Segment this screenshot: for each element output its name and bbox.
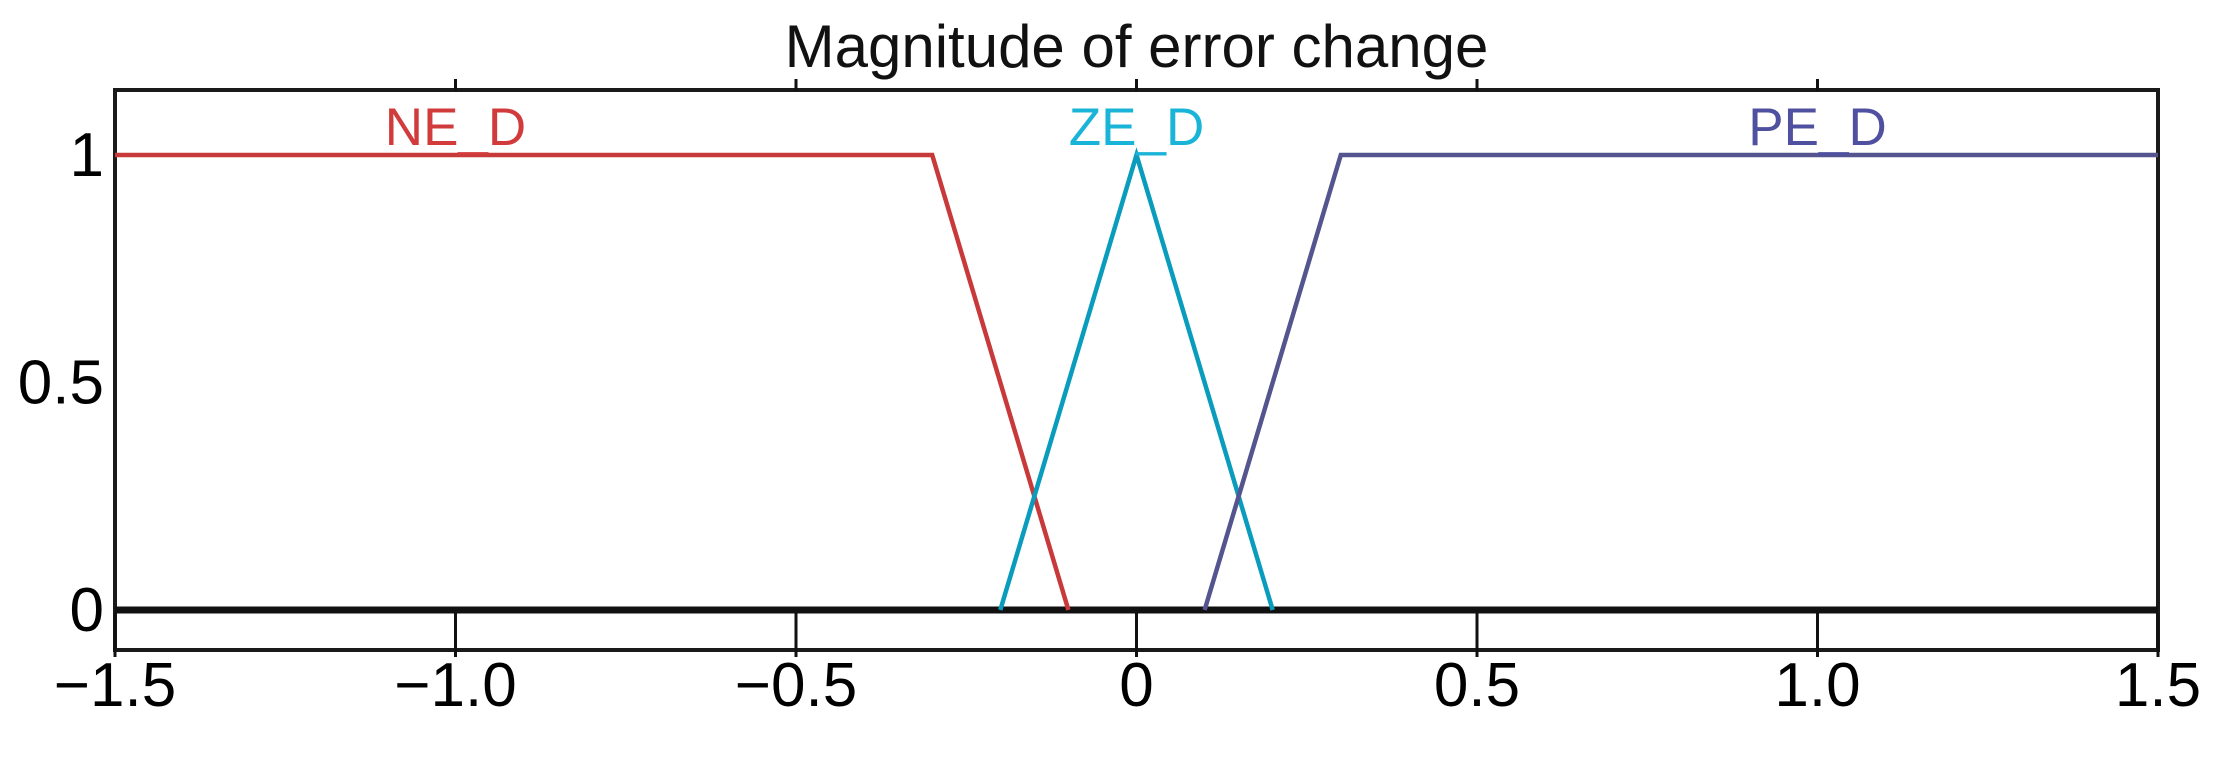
x-tick-label: −1.0 — [394, 651, 516, 720]
y-tick-label: 1 — [70, 121, 104, 190]
x-tick-label: 0.5 — [1434, 651, 1520, 720]
y-tick-label: 0 — [70, 576, 104, 645]
series-line-ZE_D — [998, 147, 1275, 611]
series-line-NE_D — [115, 152, 1071, 611]
x-tick-label: 0 — [1119, 651, 1153, 720]
x-tick-label: −0.5 — [735, 651, 857, 720]
series-label-NE_D: NE_D — [385, 98, 526, 157]
series-line-PE_D — [1202, 152, 2158, 611]
y-tick-label: 0.5 — [18, 349, 104, 418]
x-tick-label: 1.0 — [1774, 651, 1860, 720]
chart-title: Magnitude of error change — [785, 13, 1489, 80]
series-label-PE_D: PE_D — [1748, 98, 1886, 157]
x-tick-label: 1.5 — [2115, 651, 2201, 720]
series-label-ZE_D: ZE_D — [1069, 98, 1204, 157]
x-tick-label: −1.5 — [54, 651, 176, 720]
